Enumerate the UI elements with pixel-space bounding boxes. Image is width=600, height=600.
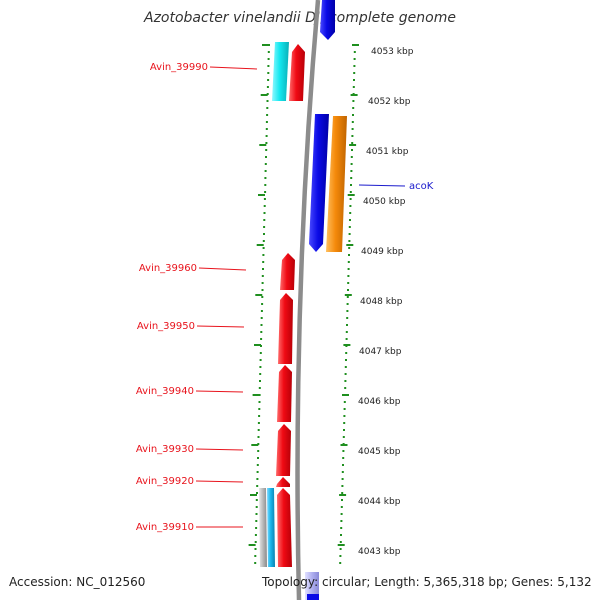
map-title: Azotobacter vinelandii DJ, complete geno… <box>144 10 456 26</box>
gene-sky-bottom <box>267 488 275 567</box>
dotted-guide-rings <box>248 44 359 564</box>
gene-red-39990 <box>289 44 305 101</box>
kbp-scale: 4053 kbp 4052 kbp 4051 kbp 4050 kbp 4049… <box>358 47 414 557</box>
label-leaders <box>195 66 406 528</box>
gene-red-39910 <box>277 488 292 567</box>
leader-line <box>198 267 247 271</box>
leader-line <box>358 184 406 187</box>
gene-label[interactable]: Avin_39940 <box>136 386 194 397</box>
gene-blue-bottom <box>307 594 319 600</box>
gene-pale-bottom <box>305 572 319 600</box>
gene-red-39950 <box>278 293 293 364</box>
scale-tick-label: 4048 kbp <box>360 297 403 307</box>
gene-label[interactable]: Avin_39990 <box>150 62 208 73</box>
accession-text: Accession: NC_012560 <box>9 575 146 589</box>
leader-line <box>196 325 245 328</box>
gene-label[interactable]: Avin_39950 <box>137 321 195 332</box>
gene-red-39930 <box>276 424 291 476</box>
topology-text: Topology: circular; Length: 5,365,318 bp… <box>262 575 592 589</box>
leader-line <box>209 66 258 70</box>
scale-tick-label: 4043 kbp <box>358 547 401 557</box>
gene-cyan-39990 <box>272 42 289 101</box>
gene-orange-acok <box>326 116 347 252</box>
scale-tick-label: 4045 kbp <box>358 447 401 457</box>
gene-blue-top <box>320 0 335 40</box>
genome-backbone <box>295 0 321 600</box>
scale-tick-label: 4044 kbp <box>358 497 401 507</box>
scale-tick-label: 4050 kbp <box>363 197 406 207</box>
scale-tick-label: 4047 kbp <box>359 347 402 357</box>
gene-labels: Avin_39990 acoK Avin_39960 Avin_39950 Av… <box>136 62 434 533</box>
scale-tick-label: 4053 kbp <box>371 47 414 57</box>
gene-red-39940 <box>277 365 292 422</box>
gene-label[interactable]: Avin_39910 <box>136 522 194 533</box>
gene-label[interactable]: Avin_39920 <box>136 476 194 487</box>
gene-label[interactable]: Avin_39960 <box>139 263 197 274</box>
gene-red-39960 <box>280 253 295 290</box>
leader-line <box>195 390 244 393</box>
scale-tick-label: 4052 kbp <box>368 97 411 107</box>
gene-grey-bottom <box>259 488 267 567</box>
leader-line <box>195 448 244 451</box>
gene-red-39920 <box>276 477 290 487</box>
leader-line <box>195 480 244 483</box>
gene-label[interactable]: Avin_39930 <box>136 444 194 455</box>
scale-tick-label: 4049 kbp <box>361 247 404 257</box>
scale-tick-label: 4046 kbp <box>358 397 401 407</box>
gene-label[interactable]: acoK <box>409 181 434 192</box>
scale-tick-label: 4051 kbp <box>366 147 409 157</box>
gene-blue-acok <box>309 114 329 252</box>
